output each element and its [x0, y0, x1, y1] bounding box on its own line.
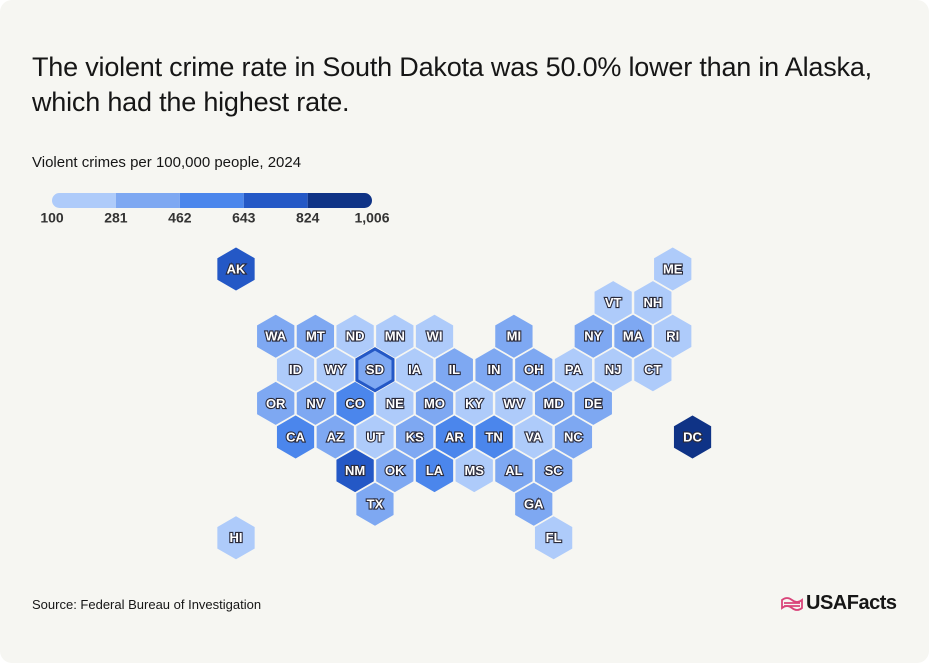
state-label: MT [306, 329, 325, 344]
state-label: DC [683, 429, 702, 444]
state-label: NY [584, 329, 602, 344]
logo: USAFacts [806, 592, 897, 614]
state-label: WA [265, 329, 287, 344]
state-label: CA [286, 429, 305, 444]
state-label: CT [644, 362, 661, 377]
legend-tick-label: 281 [104, 210, 128, 226]
state-label: MI [507, 329, 521, 344]
state-hex [354, 480, 396, 528]
state-label: MO [424, 396, 445, 411]
legend-swatch [115, 193, 180, 208]
state-label: ID [289, 362, 302, 377]
state-label: TN [485, 429, 502, 444]
legend-tick-label: 100 [40, 210, 64, 226]
state-hex [414, 447, 455, 494]
state-label: WI [427, 329, 443, 344]
state-label: KS [406, 429, 424, 444]
state-label: SC [545, 463, 564, 478]
state-label: AZ [327, 429, 344, 444]
state-label: IL [449, 362, 461, 377]
state-hex [672, 413, 713, 461]
state-label: NC [564, 429, 583, 444]
state-label: PA [565, 362, 583, 377]
legend-swatch [243, 193, 308, 208]
legend-tick-label: 462 [168, 210, 192, 226]
title: The violent crime rate in South Dakota w… [32, 52, 872, 117]
state-label: CO [345, 396, 365, 411]
state-label: OK [385, 463, 405, 478]
legend-tick-label: 824 [296, 210, 320, 226]
state-label: SD [366, 362, 384, 377]
subtitle: Violent crimes per 100,000 people, 2024 [32, 154, 302, 171]
state-hex [275, 413, 316, 461]
state-label: VA [525, 429, 543, 444]
state-label: MD [543, 396, 563, 411]
state-hex [215, 245, 257, 293]
state-label: GA [524, 497, 544, 512]
state-label: DE [584, 396, 602, 411]
legend-tick-label: 643 [232, 210, 256, 226]
state-label: NV [306, 396, 324, 411]
state-label: AR [445, 429, 464, 444]
legend-tick-label: 1,006 [354, 210, 389, 226]
state-label: ME [663, 261, 683, 276]
state-label: LA [426, 463, 444, 478]
state-label: OH [524, 362, 544, 377]
logo-icon [781, 597, 803, 611]
state-label: MA [623, 329, 644, 344]
state-label: VT [605, 295, 622, 310]
state-label: MS [464, 463, 484, 478]
legend-swatch [307, 193, 372, 208]
state-label: TX [367, 497, 384, 512]
state-label: NE [386, 396, 404, 411]
state-hex [215, 514, 257, 562]
legend-swatch [179, 193, 244, 208]
state-label: FL [546, 530, 562, 545]
source: Source: Federal Bureau of Investigation [32, 597, 262, 612]
state-label: HI [230, 530, 243, 545]
state-label: AL [505, 463, 522, 478]
state-label: RI [666, 329, 679, 344]
state-label: IA [408, 362, 422, 377]
state-label: NH [643, 295, 662, 310]
legend-swatch [52, 193, 116, 208]
state-label: AK [227, 261, 246, 276]
highlight-outline [355, 347, 395, 393]
state-label: WY [325, 362, 346, 377]
state-hex [454, 447, 495, 494]
state-label: KY [465, 396, 483, 411]
state-label: OR [266, 396, 286, 411]
state-label: NJ [605, 362, 622, 377]
state-label: MN [385, 329, 405, 344]
state-label: IN [488, 362, 501, 377]
state-label: NM [345, 463, 365, 478]
state-hex [632, 346, 673, 394]
state-label: WV [503, 396, 524, 411]
state-label: UT [366, 429, 383, 444]
state-label: ND [346, 329, 365, 344]
state-hex [533, 514, 574, 562]
